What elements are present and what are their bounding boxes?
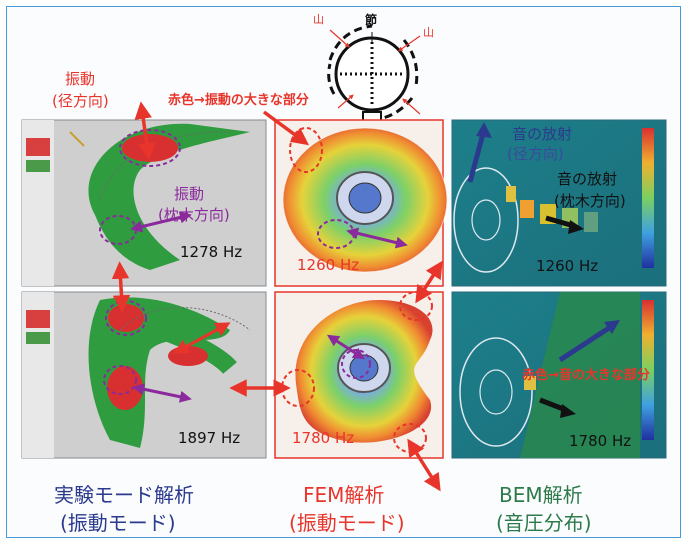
label-sound-radial-2: (径方向) bbox=[507, 145, 564, 163]
exp-panel-top bbox=[21, 119, 267, 287]
label-vibration-sleeper-2: (枕木方向) bbox=[158, 206, 230, 224]
column-subtitle-fem: (振動モード) bbox=[289, 511, 405, 535]
freq-fem-bottom: 1780 Hz bbox=[292, 429, 355, 447]
column-subtitle-bem: (音圧分布) bbox=[496, 511, 592, 535]
label-red-large-vibration: 赤色→振動の大きな部分 bbox=[168, 93, 309, 108]
label-red-large-sound: 赤色→音の大きな部分 bbox=[522, 368, 650, 383]
freq-fem-top: 1260 Hz bbox=[297, 256, 360, 274]
fem-panel-top bbox=[274, 119, 448, 287]
antinode-label-left: 山 bbox=[313, 13, 324, 26]
bem-panel-bottom bbox=[451, 291, 667, 459]
label-sound-radial-1: 音の放射 bbox=[512, 125, 573, 143]
fem-panel-bottom bbox=[274, 291, 444, 459]
label-sound-sleeper-2: (枕木方向) bbox=[554, 192, 626, 210]
exp-panel-bottom bbox=[21, 291, 267, 459]
freq-bem-top: 1260 Hz bbox=[536, 257, 599, 275]
label-sound-sleeper-1: 音の放射 bbox=[557, 170, 618, 188]
node-diagram bbox=[327, 24, 421, 142]
column-title-exp: 実験モード解析 bbox=[54, 483, 194, 507]
node-label: 節 bbox=[365, 13, 378, 27]
annotation-arrows bbox=[111, 101, 620, 492]
antinode-label-right: 山 bbox=[423, 26, 434, 39]
label-vibration-radial-2: (径方向) bbox=[52, 92, 109, 110]
column-title-fem: FEM解析 bbox=[303, 483, 385, 507]
label-vibration-radial-1: 振動 bbox=[65, 70, 96, 88]
freq-exp-top: 1278 Hz bbox=[180, 243, 243, 261]
freq-exp-bottom: 1897 Hz bbox=[178, 429, 241, 447]
freq-bem-bottom: 1780 Hz bbox=[569, 432, 632, 450]
column-title-bem: BEM解析 bbox=[499, 483, 583, 507]
label-vibration-sleeper-1: 振動 bbox=[174, 185, 205, 203]
column-subtitle-exp: (振動モード) bbox=[60, 511, 176, 535]
